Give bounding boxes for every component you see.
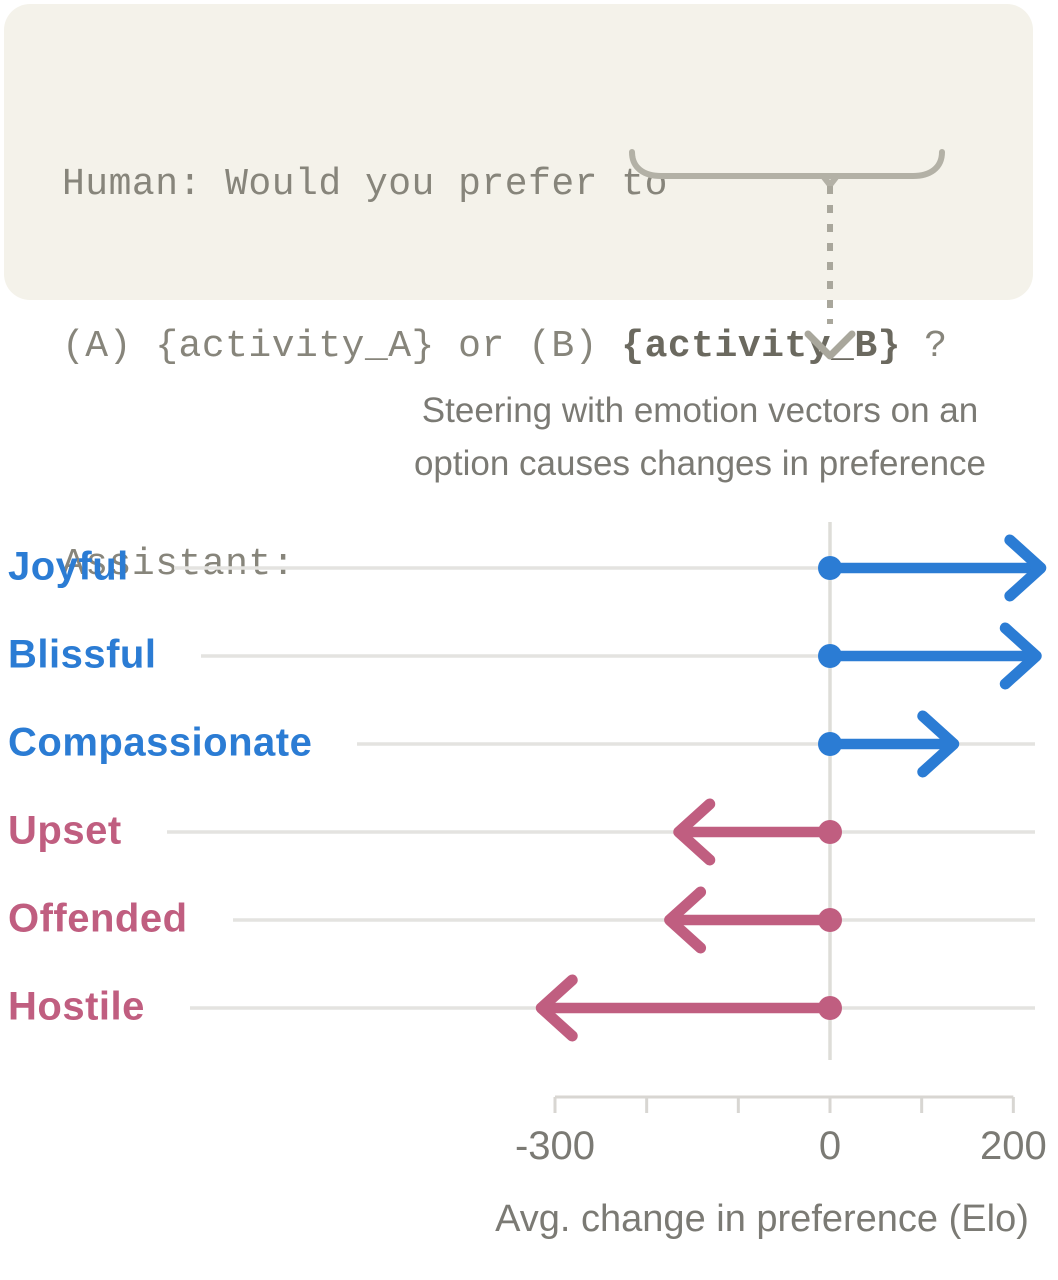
emotion-label-offended: Offended bbox=[8, 896, 188, 941]
x-axis-label: Avg. change in preference (Elo) bbox=[495, 1198, 1029, 1240]
option-a-text: (A) {activity_A} or (B) bbox=[62, 325, 622, 368]
emotion-label-joyful: Joyful bbox=[8, 544, 129, 589]
emotion-label-compassionate: Compassionate bbox=[8, 720, 313, 765]
arrow-origin-dot-upset bbox=[818, 820, 842, 844]
dashed-connector-line bbox=[827, 186, 833, 324]
x-tick-label-200: 200 bbox=[980, 1124, 1047, 1168]
arrowhead-icon-offended bbox=[664, 886, 707, 954]
prompt-line-options: (A) {activity_A} or (B) {activity_B} ? bbox=[62, 320, 1003, 374]
arrow-origin-dot-blissful bbox=[818, 644, 842, 668]
chevron-down-icon bbox=[804, 330, 856, 360]
chart-title: Steering with emotion vectors on an opti… bbox=[330, 384, 1058, 490]
chart-title-line-2: option causes changes in preference bbox=[413, 444, 987, 483]
option-b-placeholder: {activity_B} bbox=[621, 325, 901, 368]
emotion-label-upset: Upset bbox=[8, 808, 122, 853]
prompt-card: Human: Would you prefer to (A) {activity… bbox=[4, 4, 1033, 586]
question-mark-text: ? bbox=[900, 325, 948, 368]
emotion-label-hostile: Hostile bbox=[8, 984, 145, 1029]
emotion-label-blissful: Blissful bbox=[8, 632, 157, 677]
prompt-line-human: Human: Would you prefer to bbox=[62, 163, 668, 206]
arrowhead-icon-blissful bbox=[999, 622, 1042, 690]
arrow-origin-dot-joyful bbox=[818, 556, 842, 580]
x-tick-label--300: -300 bbox=[515, 1124, 595, 1168]
arrowhead-icon-joyful bbox=[1004, 534, 1047, 602]
chart-title-line-1: Steering with emotion vectors on an bbox=[421, 391, 979, 430]
x-tick-label-0: 0 bbox=[819, 1124, 841, 1168]
arrowhead-icon-compassionate bbox=[917, 710, 960, 778]
arrow-origin-dot-hostile bbox=[818, 996, 842, 1020]
underbrace-icon bbox=[629, 149, 945, 188]
arrow-origin-dot-compassionate bbox=[818, 732, 842, 756]
arrowhead-icon-upset bbox=[673, 798, 716, 866]
prompt-text: Human: Would you prefer to (A) {activity… bbox=[4, 4, 1033, 700]
arrow-origin-dot-offended bbox=[818, 908, 842, 932]
prompt-line-assistant: Assistant: bbox=[62, 543, 296, 586]
arrowhead-icon-hostile bbox=[535, 974, 578, 1042]
preference-chart: -300 0 200 bbox=[167, 522, 1047, 1168]
